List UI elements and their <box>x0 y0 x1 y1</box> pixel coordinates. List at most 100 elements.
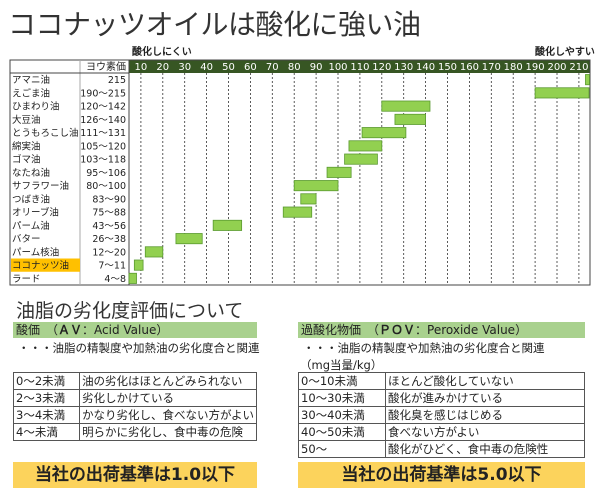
oil-name: バター <box>12 234 41 245</box>
av-header-suffix: ：Acid Value） <box>82 323 169 337</box>
range-bar <box>212 219 243 231</box>
pov-description: ・・・油脂の精製度や加熱油の劣化度合と関連 <box>303 341 545 355</box>
oil-name: オリーブ油 <box>12 207 59 219</box>
pov-unit: （mg当量/kg） <box>300 358 383 372</box>
range-bar <box>348 140 383 152</box>
range-bar <box>282 206 313 218</box>
iodine-range: 111～131 <box>80 128 126 139</box>
range-bar <box>534 87 590 99</box>
pov-header-prefix: 過酸化物価 （ <box>301 323 380 337</box>
oil-name: 綿実油 <box>12 140 41 152</box>
table-row: 50～ 酸化がひどく、食中毒の危険性 <box>298 440 585 458</box>
range-bar <box>394 113 427 125</box>
range-bar <box>293 180 339 192</box>
evaluation-cell: 明らかに劣化し、食中毒の危険 <box>79 423 257 441</box>
range-bar <box>128 272 137 284</box>
av-header: 酸価 （ＡＶ：Acid Value） <box>13 322 257 338</box>
iodine-range: 120～142 <box>80 102 126 113</box>
av-standard: 当社の出荷基準は1.0以下 <box>13 462 257 488</box>
evaluation-cell: 食べない方がよい <box>385 423 585 441</box>
pov-header: 過酸化物価 （ＰＯＶ：Peroxide Value） <box>298 322 585 338</box>
oil-name: 大豆油 <box>12 114 41 126</box>
range-cell: 10～30未満 <box>298 389 386 407</box>
iodine-range: 105～120 <box>80 141 126 152</box>
iodine-range: 7～11 <box>98 261 126 272</box>
oil-name: ゴマ油 <box>12 154 41 166</box>
range-cell: 3～4未満 <box>12 406 81 424</box>
x-tick-label: 50 <box>222 62 235 73</box>
range-bar <box>585 74 590 86</box>
pov-table: 0～10未満 ほとんど酸化していない 10～30未満 酸化が進みかけている 30～40未… <box>298 372 585 458</box>
oil-name: つばき油 <box>12 193 50 205</box>
oil-name: サフラワー油 <box>12 180 69 192</box>
x-tick-label: 180 <box>504 62 523 73</box>
x-tick-label: 40 <box>200 62 213 73</box>
range-cell: 4～未満 <box>12 423 81 441</box>
av-description: ・・・油脂の精製度や加熱油の劣化度合と関連 <box>18 341 260 355</box>
av-table: 0～2未満 油の劣化はほとんどみられない 2～3未満 劣化しかけている 3～4未満 かなり… <box>12 372 257 441</box>
oil-name: パーム油 <box>12 220 50 232</box>
range-bar <box>361 127 407 139</box>
range-bar <box>144 246 164 258</box>
x-tick-label: 90 <box>310 62 323 73</box>
range-cell: 0～10未満 <box>298 372 386 390</box>
av-header-prefix: 酸価 （ <box>16 323 59 337</box>
x-tick-label: 70 <box>266 62 279 73</box>
column-header: ヨウ素価 <box>86 60 126 73</box>
pov-header-abbr: ＰＯＶ <box>379 323 416 337</box>
x-tick-label: 120 <box>372 62 391 73</box>
highlight-cell <box>11 258 80 272</box>
page-title: ココナッツオイルは酸化に強い油 <box>8 8 421 41</box>
x-tick-label: 100 <box>328 62 347 73</box>
table-row: 0～10未満 ほとんど酸化していない <box>298 372 585 390</box>
x-tick-label: 200 <box>547 62 566 73</box>
x-tick-label: 140 <box>416 62 435 73</box>
range-bar <box>326 166 352 178</box>
iodine-range: 95～106 <box>86 168 126 179</box>
axis-header <box>129 60 590 73</box>
evaluation-cell: 酸化臭を感じはじめる <box>385 406 585 424</box>
section-title: 油脂の劣化度評価について <box>16 300 244 322</box>
oil-name: とうもろこし油 <box>12 127 79 139</box>
x-tick-label: 80 <box>288 62 301 73</box>
x-tick-label: 160 <box>460 62 479 73</box>
iodine-range: 12～20 <box>92 247 126 258</box>
oil-name: ひまわり油 <box>12 101 60 113</box>
table-row: 4～未満 明らかに劣化し、食中毒の危険 <box>12 423 257 441</box>
label-low-oxidation: 酸化しにくい <box>132 47 192 58</box>
range-cell: 2～3未満 <box>12 389 81 407</box>
evaluation-cell: 劣化しかけている <box>79 389 257 407</box>
iodine-range: 83～90 <box>92 194 126 205</box>
oil-name: ココナッツ油 <box>12 260 69 272</box>
iodine-range: 4～8 <box>104 274 126 285</box>
table-row: 2～3未満 劣化しかけている <box>12 389 257 407</box>
x-tick-label: 190 <box>526 62 545 73</box>
table-row: 40～50未満 食べない方がよい <box>298 423 585 441</box>
table-row: 30～40未満 酸化臭を感じはじめる <box>298 406 585 424</box>
label-high-oxidation: 酸化しやすい <box>535 47 595 58</box>
chart-frame <box>9 59 591 286</box>
pov-header-suffix: ：Peroxide Value） <box>415 323 528 337</box>
range-cell: 40～50未満 <box>298 423 386 441</box>
x-tick-label: 110 <box>350 62 369 73</box>
table-row: 10～30未満 酸化が進みかけている <box>298 389 585 407</box>
oil-name: アマニ油 <box>12 74 50 86</box>
pov-standard: 当社の出荷基準は5.0以下 <box>298 462 585 488</box>
range-bar <box>133 259 144 271</box>
x-tick-label: 170 <box>482 62 501 73</box>
oil-name: ラード <box>12 274 41 285</box>
iodine-range: 43～56 <box>92 221 126 232</box>
iodine-range: 80～100 <box>86 181 126 192</box>
iodine-range: 75～88 <box>92 208 126 219</box>
x-tick-label: 20 <box>156 62 169 73</box>
x-tick-label: 30 <box>178 62 191 73</box>
iodine-range: 215 <box>108 75 126 86</box>
range-bar <box>344 153 378 165</box>
iodine-range: 126～140 <box>80 115 126 126</box>
evaluation-cell: 酸化が進みかけている <box>385 389 585 407</box>
av-header-abbr: ＡＶ <box>58 323 83 337</box>
oil-name: えごま油 <box>12 87 50 99</box>
range-cell: 50～ <box>298 440 386 458</box>
iodine-range: 26～38 <box>92 234 126 245</box>
evaluation-cell: ほとんど酸化していない <box>385 372 585 390</box>
